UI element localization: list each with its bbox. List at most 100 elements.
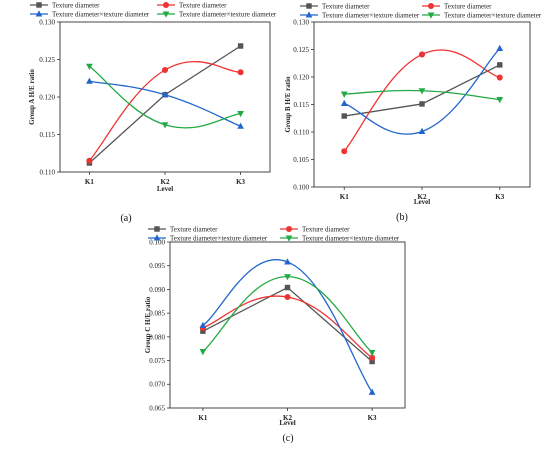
y-tick-label: 0.065 <box>149 404 165 412</box>
data-point <box>496 96 504 104</box>
y-tick-label: 0.130 <box>39 18 55 26</box>
data-point <box>284 274 291 281</box>
data-point <box>496 74 503 81</box>
data-point <box>237 122 244 129</box>
y-tick-label: 0.100 <box>293 183 309 191</box>
legend-label: Texture diameter×texture diameter <box>179 10 277 18</box>
legend-label: Texture diameter×texture diameter <box>322 11 420 19</box>
legend-marker <box>285 225 293 233</box>
legend-label: Texture diameter <box>52 1 100 9</box>
y-tick-label: 0.105 <box>293 156 309 164</box>
legend-marker <box>162 11 170 18</box>
data-point <box>86 77 93 84</box>
legend-marker <box>427 12 435 19</box>
data-point <box>86 157 93 164</box>
y-tick-label: 0.110 <box>294 128 310 136</box>
y-tick-label: 0.095 <box>149 262 165 270</box>
legend-marker <box>427 2 435 10</box>
x-tick-label: K2 <box>283 414 292 422</box>
data-point <box>284 258 291 265</box>
legend-marker <box>154 226 160 232</box>
legend-marker <box>305 11 313 18</box>
data-point <box>340 99 348 106</box>
data-point <box>161 91 169 98</box>
x-tick-label: K1 <box>340 193 349 201</box>
data-point <box>161 66 169 74</box>
x-tick-label: K1 <box>198 414 207 422</box>
y-tick-label: 0.100 <box>149 238 165 246</box>
x-tick-label: K1 <box>85 178 94 186</box>
data-point <box>237 69 244 76</box>
y-axis-label: Group C H/E ratio <box>144 296 152 353</box>
y-axis-label: Group A H/E ratio <box>28 69 36 125</box>
data-point <box>237 43 244 49</box>
data-point <box>418 51 426 58</box>
y-tick-label: 0.125 <box>293 46 309 54</box>
chart-panel-c: 0.065 0.070 0.075 0.080 0.085 0.090 0.095 0.100… <box>144 225 406 427</box>
legend-label: Texture diameter <box>170 225 218 233</box>
y-tick-label: 0.115 <box>40 131 56 139</box>
x-axis-label: Level <box>279 419 295 427</box>
data-point <box>237 110 244 118</box>
data-point <box>199 349 207 356</box>
x-tick-label: K2 <box>161 178 170 186</box>
data-point <box>368 388 376 395</box>
legend-label: Texture diameter <box>444 2 492 10</box>
y-tick-label: 0.115 <box>294 101 310 109</box>
legend-label: Texture diameter <box>179 1 227 9</box>
data-point <box>369 358 375 365</box>
legend-label: Texture diameter×texture diameter <box>170 234 268 242</box>
x-tick-label: K3 <box>236 178 245 186</box>
data-point <box>368 349 376 357</box>
y-tick-label: 0.080 <box>149 333 165 341</box>
legend-marker <box>306 3 312 9</box>
x-tick-label: K3 <box>368 414 377 422</box>
data-point <box>418 127 426 135</box>
panel-label-a: (a) <box>120 213 131 224</box>
x-axis-label: Level <box>414 198 430 206</box>
legend-marker <box>36 2 42 8</box>
y-tick-label: 0.070 <box>149 381 165 389</box>
data-point <box>341 113 347 119</box>
y-tick-label: 0.090 <box>149 286 165 294</box>
data-point <box>200 328 206 334</box>
legend-label: Texture diameter×texture diameter <box>302 234 400 242</box>
data-point <box>419 101 425 107</box>
x-tick-label: K3 <box>495 193 504 201</box>
chart-panel-a: 0.110 0.115 0.120 0.125 0.130 K1 K2 K3 Level Grou… <box>28 1 277 193</box>
y-tick-label: 0.120 <box>39 93 55 101</box>
data-point <box>161 122 169 129</box>
legend-label: Texture diameter×texture diameter <box>444 11 542 19</box>
data-point <box>497 62 503 68</box>
panel-label-b: (b) <box>396 212 408 223</box>
y-tick-label: 0.120 <box>293 73 309 81</box>
legend-label: Texture diameter <box>322 2 370 10</box>
data-point <box>341 148 348 155</box>
data-point <box>284 284 291 291</box>
y-tick-label: 0.130 <box>293 18 309 26</box>
data-point <box>418 88 426 95</box>
data-point <box>86 63 93 70</box>
y-tick-label: 0.110 <box>40 168 56 176</box>
legend-label: Texture diameter×texture diameter <box>52 10 150 18</box>
y-axis-label: Group B H/E ratio <box>284 76 292 133</box>
panel-label-c: (c) <box>282 433 293 444</box>
legend-marker <box>285 235 293 242</box>
data-point <box>340 91 348 98</box>
legend-marker <box>35 10 43 17</box>
x-axis-label: Level <box>157 185 173 193</box>
legend-label: Texture diameter <box>302 225 350 233</box>
y-tick-label: 0.085 <box>149 310 165 318</box>
x-tick-label: K2 <box>418 193 427 201</box>
data-point <box>284 293 291 301</box>
data-point <box>199 321 207 329</box>
legend-marker <box>162 1 170 9</box>
y-tick-label: 0.075 <box>149 357 165 365</box>
data-point <box>496 44 504 51</box>
data-point <box>369 354 376 361</box>
chart-panel-b: 0.100 0.105 0.110 0.115 0.120 0.125 0.130 K1 K2 K… <box>284 2 542 206</box>
legend-marker <box>153 234 161 241</box>
y-tick-label: 0.125 <box>39 56 55 64</box>
